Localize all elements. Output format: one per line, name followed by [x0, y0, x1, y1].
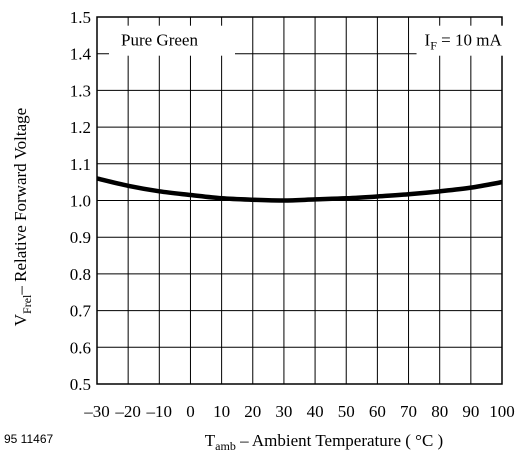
x-tick-label: 70: [400, 402, 417, 421]
annotation-right-main: I: [425, 31, 431, 50]
x-tick-labels: –30 –20 –10 0 10 20 30 40 50 60 70 80 90 100: [83, 402, 515, 421]
y-tick-label: 0.8: [70, 265, 91, 284]
x-tick-label: 100: [489, 402, 515, 421]
y-tick-label: 1.2: [70, 118, 91, 137]
x-tick-label: 40: [307, 402, 324, 421]
y-tick-label: 1.5: [70, 8, 91, 27]
y-axis-title: VFrel– Relative Forward Voltage: [11, 108, 34, 326]
y-tick-label: 1.1: [70, 155, 91, 174]
annotation-right-box: [416, 25, 516, 56]
figure-id: 95 11467: [4, 432, 53, 446]
legend: Pure Green IF = 10 mA: [109, 25, 516, 56]
x-tick-label: –20: [114, 402, 141, 421]
y-tick-label: 0.6: [70, 338, 91, 357]
x-tick-label: 20: [244, 402, 261, 421]
y-axis-title-rest: – Relative Forward Voltage: [11, 108, 30, 296]
y-tick-label: 0.7: [70, 302, 92, 321]
annotation-right-label: IF = 10 mA: [425, 31, 503, 53]
series-line-0: [96, 176, 503, 203]
x-tick-label: 30: [275, 402, 292, 421]
y-tick-labels: 0.5 0.6 0.7 0.8 0.9 1.0 1.1 1.2 1.3 1.4 1.5: [70, 8, 92, 394]
annotation-right-rest: = 10 mA: [437, 31, 503, 50]
y-tick-label: 1.3: [70, 81, 91, 100]
x-axis-title-main: T: [205, 431, 216, 450]
series-group: [96, 176, 503, 203]
x-tick-label: 0: [186, 402, 195, 421]
annotation-right-sub: F: [430, 39, 437, 53]
x-tick-label: 10: [213, 402, 230, 421]
y-axis-title-sub: Frel: [20, 294, 34, 314]
x-tick-label: 50: [338, 402, 355, 421]
x-tick-label: 90: [462, 402, 479, 421]
x-axis-title: Tamb – Ambient Temperature ( °C ): [205, 431, 443, 453]
y-tick-label: 0.5: [70, 375, 91, 394]
y-tick-label: 1.4: [70, 45, 92, 64]
x-axis-title-sub: amb: [215, 439, 236, 453]
plot-frame: [96, 16, 503, 385]
y-tick-label: 0.9: [70, 228, 91, 247]
annotation-left-box: [109, 25, 235, 56]
y-axis-title-main: V: [11, 313, 30, 326]
annotation-left-label: Pure Green: [121, 31, 198, 50]
x-tick-label: –30: [83, 402, 110, 421]
x-tick-label: –10: [146, 402, 173, 421]
x-axis-title-rest: – Ambient Temperature ( °C ): [236, 431, 443, 450]
x-tick-label: 60: [369, 402, 386, 421]
x-tick-label: 80: [431, 402, 448, 421]
y-tick-label: 1.0: [70, 192, 91, 211]
